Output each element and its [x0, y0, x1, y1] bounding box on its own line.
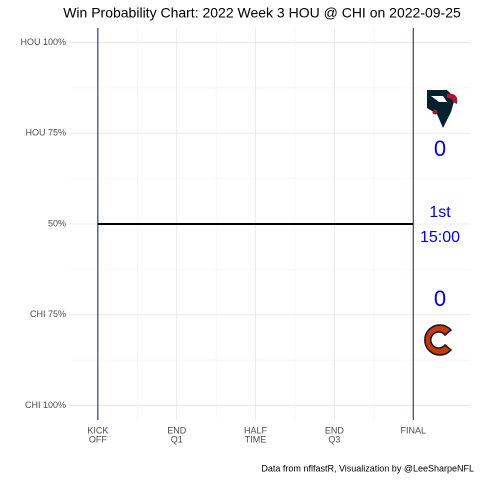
- x-tick-label: KICK: [87, 425, 108, 435]
- x-tick-label: OFF: [89, 434, 107, 444]
- x-tick-label: END: [325, 425, 345, 435]
- x-tick-label: END: [167, 425, 187, 435]
- hou-score: 0: [434, 136, 446, 161]
- x-tick-label: Q3: [328, 434, 340, 444]
- x-tick-label: TIME: [245, 434, 267, 444]
- y-tick-label: HOU 100%: [20, 37, 66, 47]
- quarter: 1st: [429, 204, 451, 221]
- x-tick-label: HALF: [244, 425, 268, 435]
- y-tick-label: CHI 75%: [30, 309, 66, 319]
- y-tick-label: CHI 100%: [25, 400, 66, 410]
- y-tick-label: HOU 75%: [25, 128, 66, 138]
- chi-logo: [424, 324, 453, 356]
- chart-title: Win Probability Chart: 2022 Week 3 HOU @…: [63, 5, 461, 21]
- hou-logo: [427, 90, 458, 128]
- x-tick-label: Q1: [171, 434, 183, 444]
- chi-score: 0: [434, 286, 446, 311]
- clock: 15:00: [420, 229, 460, 246]
- caption: Data from nflfastR, Visualization by @Le…: [261, 463, 474, 473]
- x-tick-label: FINAL: [400, 425, 426, 435]
- y-tick-label: 50%: [48, 218, 66, 228]
